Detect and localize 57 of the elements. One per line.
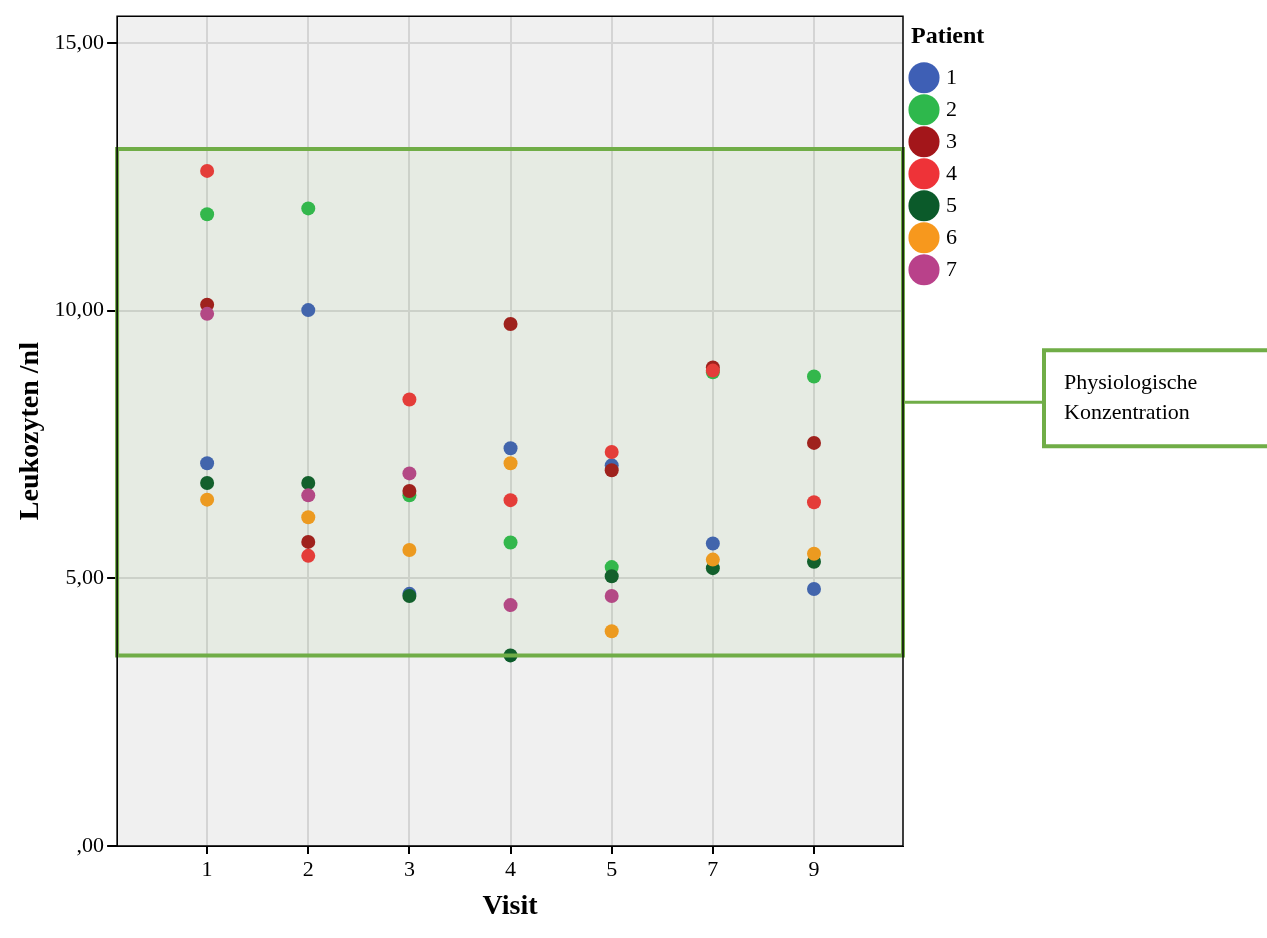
point — [503, 441, 518, 456]
point — [604, 444, 619, 459]
legend-label: 4 — [946, 159, 957, 185]
point — [806, 495, 821, 510]
point — [806, 582, 821, 597]
point — [503, 456, 518, 471]
x-axis-title: Visit — [482, 889, 539, 921]
point — [200, 207, 215, 222]
point — [402, 466, 417, 481]
legend-title: Patient — [911, 22, 985, 49]
point — [402, 392, 417, 407]
point — [200, 492, 215, 507]
x-tick-label: 4 — [505, 855, 517, 881]
y-tick-label: 15,00 — [54, 28, 105, 54]
point — [301, 488, 316, 503]
y-tick-label: 5,00 — [65, 564, 105, 590]
point — [301, 534, 316, 549]
point — [503, 317, 518, 332]
legend-label: 3 — [946, 127, 957, 153]
y-tick-label: ,00 — [76, 831, 105, 857]
point — [301, 303, 316, 318]
x-tick-label: 9 — [808, 855, 820, 881]
y-tick-label: 10,00 — [54, 296, 105, 322]
point — [503, 493, 518, 508]
point — [806, 369, 821, 384]
point — [200, 476, 215, 491]
point — [200, 306, 215, 321]
point — [604, 463, 619, 478]
legend-label: 2 — [946, 95, 957, 121]
point — [301, 201, 316, 216]
point — [503, 598, 518, 613]
band-label: Physiologische Konzentration — [1064, 368, 1198, 424]
x-tick-label: 7 — [707, 855, 719, 881]
point — [705, 536, 720, 551]
point — [200, 163, 215, 178]
point — [301, 510, 316, 525]
legend-label: 7 — [946, 255, 957, 281]
x-tick-label: 2 — [302, 855, 314, 881]
point — [806, 435, 821, 450]
point — [301, 476, 316, 491]
x-tick-label: 1 — [201, 855, 213, 881]
point — [806, 546, 821, 561]
legend-label: 1 — [946, 63, 957, 89]
legend-label: 5 — [946, 191, 957, 217]
point — [604, 569, 619, 584]
point — [604, 624, 619, 639]
point — [402, 542, 417, 557]
point — [604, 588, 619, 603]
point — [200, 456, 215, 471]
point — [503, 535, 518, 550]
x-tick-label: 5 — [606, 855, 618, 881]
legend-label: 6 — [946, 223, 957, 249]
x-tick-label: 3 — [403, 855, 415, 881]
point — [301, 548, 316, 563]
point — [705, 552, 720, 567]
y-axis-title: Leukozyten /nl — [13, 341, 45, 521]
point — [402, 484, 417, 499]
